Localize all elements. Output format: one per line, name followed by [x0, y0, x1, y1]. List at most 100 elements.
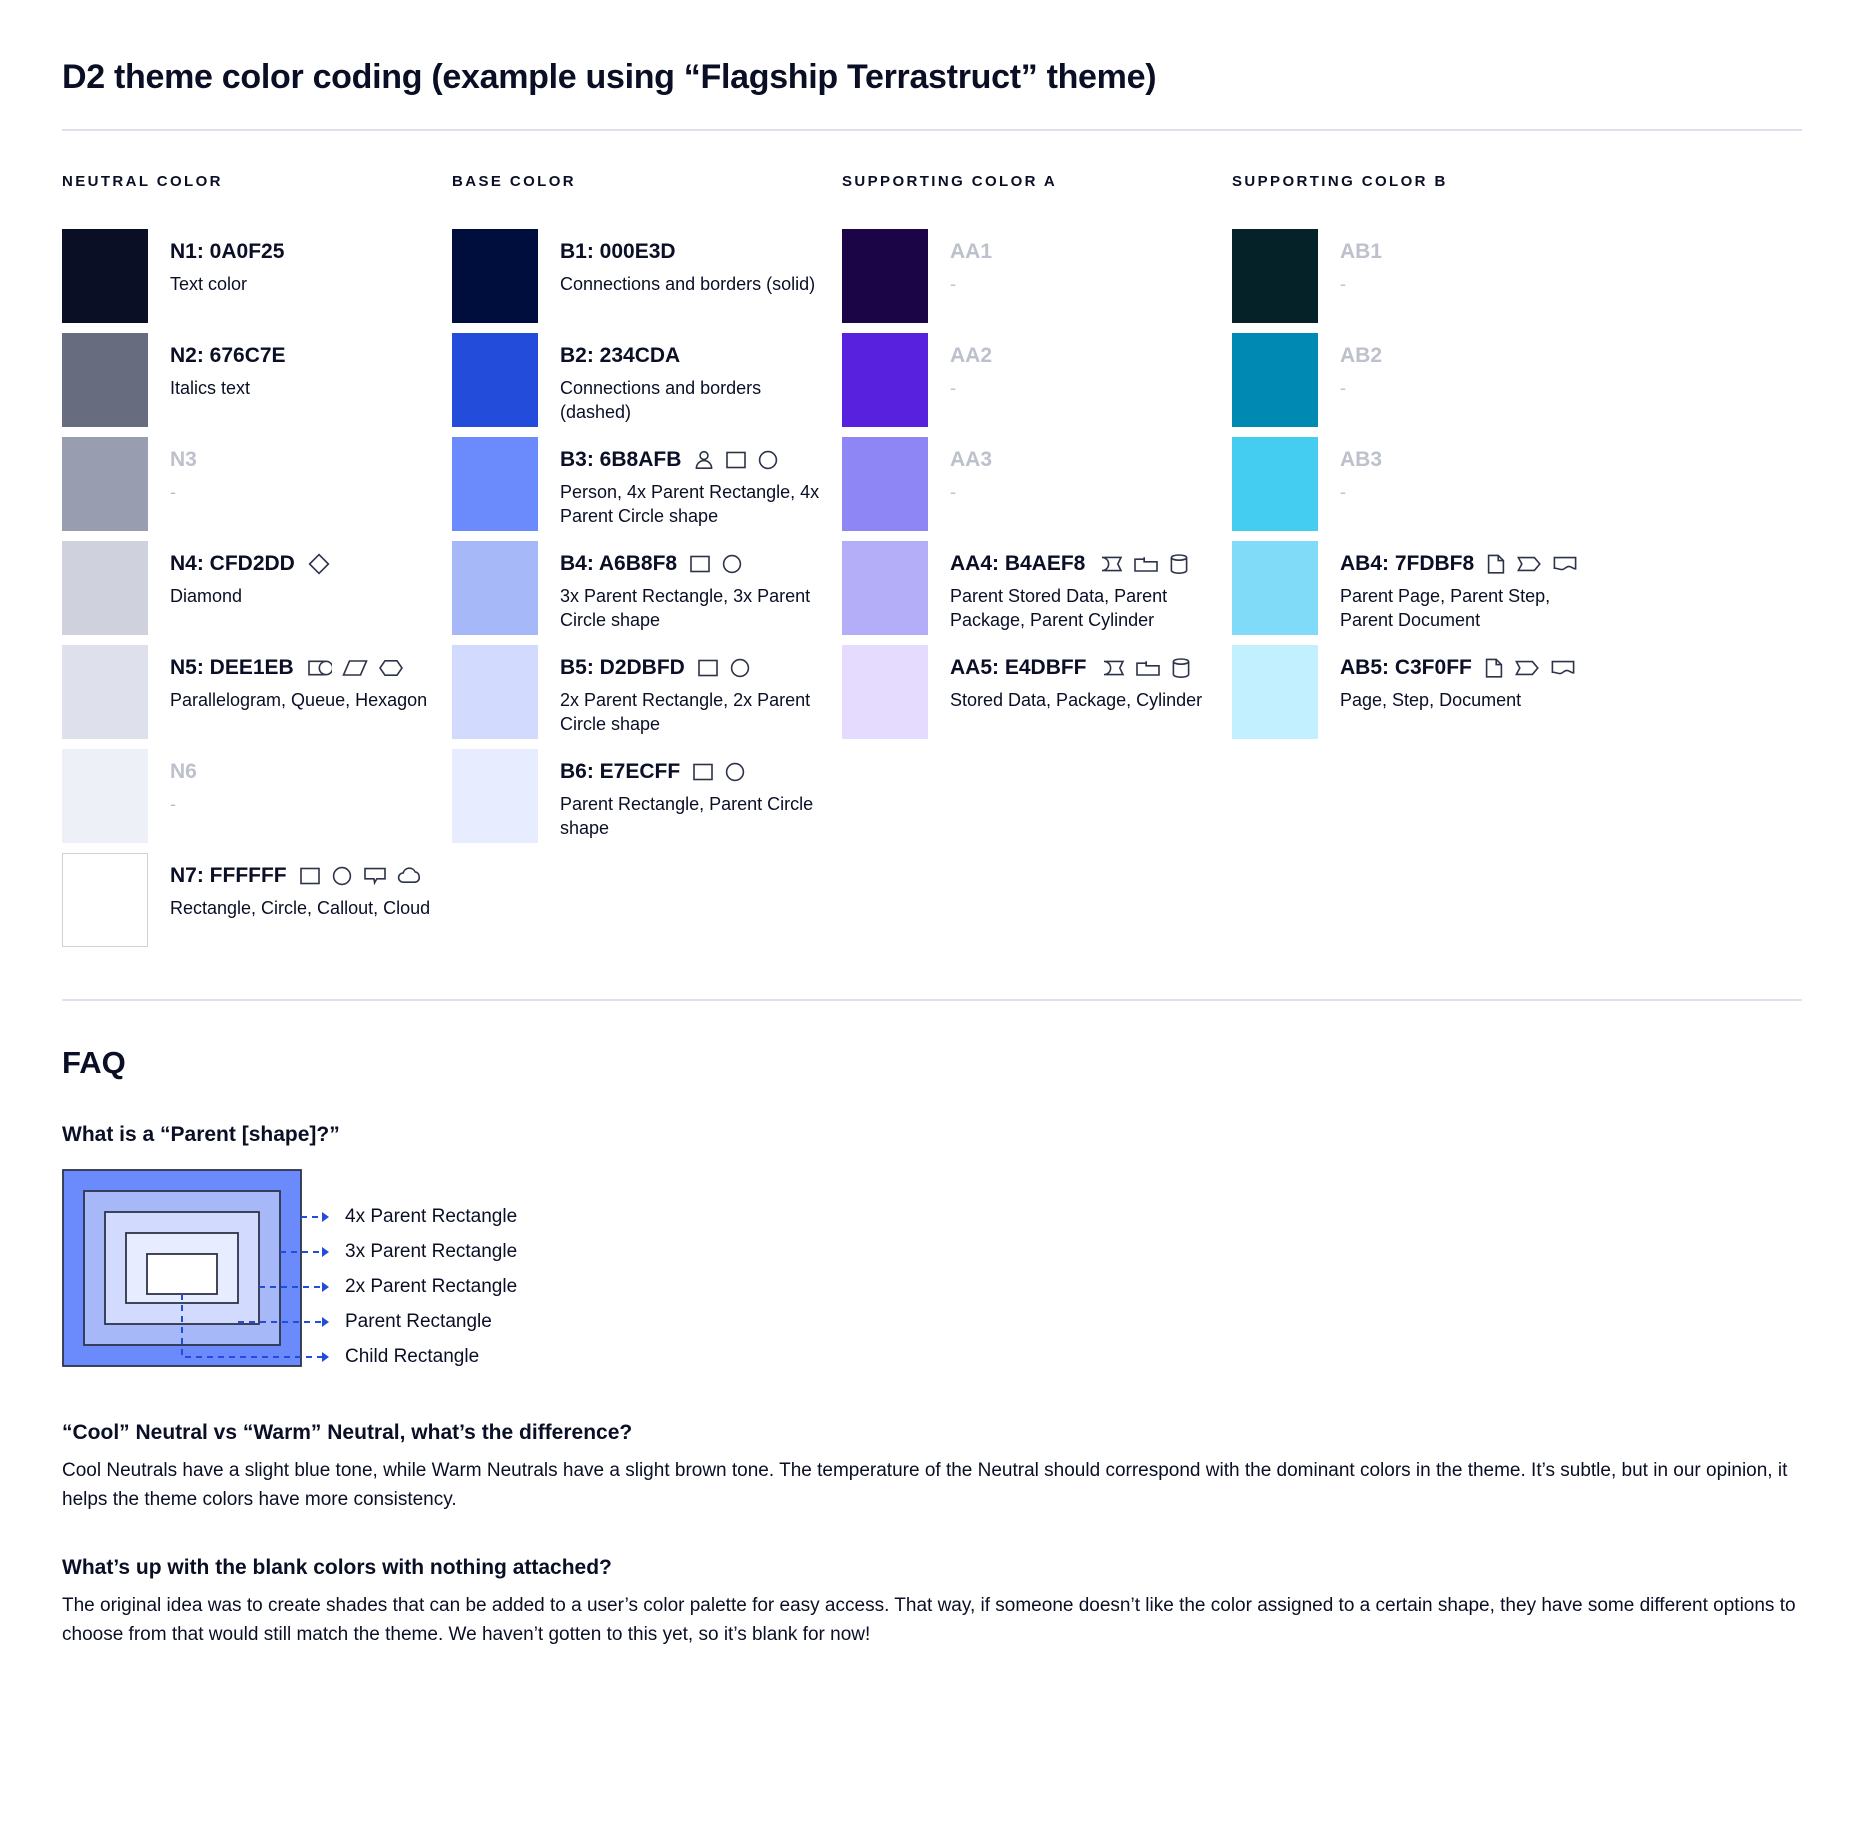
color-swatch[interactable]: [452, 333, 538, 427]
swatch-row[interactable]: N1: 0A0F25 Text color: [62, 229, 432, 333]
swatch-description: Italics text: [170, 378, 251, 398]
column-heading: SUPPORTING COLOR B: [1232, 173, 1448, 190]
swatch-row[interactable]: B6: E7ECFF Parent Rectangle, Parent Circl…: [452, 749, 822, 853]
swatch-row[interactable]: N3 -: [62, 437, 432, 541]
color-swatch[interactable]: [1232, 333, 1318, 427]
cylinder-icon: [1171, 657, 1191, 679]
swatch-description: Diamond: [170, 586, 243, 606]
color-swatch[interactable]: [452, 437, 538, 531]
swatch-code-line: N4: CFD2DD: [170, 551, 432, 577]
swatch-row[interactable]: AB2 -: [1232, 333, 1604, 437]
rectangle-icon: [299, 865, 321, 887]
swatch-code: N2: 676C7E: [170, 344, 286, 367]
swatch-code-line: AA1: [950, 239, 1212, 265]
color-swatch[interactable]: [842, 437, 928, 531]
color-swatch[interactable]: [842, 645, 928, 739]
color-swatch[interactable]: [62, 333, 148, 427]
swatch-code: AB3: [1340, 448, 1383, 471]
swatch-meta: AA2 -: [928, 333, 1212, 400]
color-swatch[interactable]: [1232, 645, 1318, 739]
shape-icon-group: [692, 761, 746, 783]
swatch-code: AA2: [950, 344, 993, 367]
parent-shape-diagram: 4x Parent Rectangle 3x Parent Rectangle 2x…: [62, 1169, 1802, 1379]
swatch-description: 2x Parent Rectangle, 2x Parent Circle sh…: [560, 690, 811, 735]
swatch-description: -: [170, 482, 176, 502]
swatch-description: -: [950, 274, 956, 294]
color-swatch[interactable]: [452, 645, 538, 739]
swatch-code: N6: [170, 760, 197, 783]
diagram-legend-label: 3x Parent Rectangle: [345, 1241, 518, 1262]
color-swatch[interactable]: [452, 749, 538, 843]
swatch-row[interactable]: N5: DEE1EB Parallelogram, Queue, Hexagon: [62, 645, 432, 749]
swatch-code-line: AB1: [1340, 239, 1604, 265]
color-swatch[interactable]: [62, 749, 148, 843]
swatch-code: AB4: 7FDBF8: [1340, 552, 1475, 575]
palette-column: NEUTRAL COLOR N1: 0A0F25 Text color N2: 676…: [62, 173, 432, 957]
swatch-row[interactable]: AA3 -: [842, 437, 1212, 541]
swatch-code: N1: 0A0F25: [170, 240, 285, 263]
step-icon: [1514, 658, 1540, 678]
page-icon: [1484, 657, 1504, 679]
swatch-code-line: AA2: [950, 343, 1212, 369]
color-swatch[interactable]: [62, 541, 148, 635]
color-swatch[interactable]: [452, 229, 538, 323]
column-heading: SUPPORTING COLOR A: [842, 173, 1058, 190]
swatch-meta: B4: A6B8F8 3x Parent Rectangle, 3x Parent…: [538, 541, 822, 632]
palette-column: SUPPORTING COLOR A AA1 - AA2 - AA3 - AA4: B4AEF…: [842, 173, 1212, 957]
color-swatch[interactable]: [452, 541, 538, 635]
swatch-description: Page, Step, Document: [1340, 690, 1522, 710]
swatch-row[interactable]: AB4: 7FDBF8 Parent Page, Parent Step, Par…: [1232, 541, 1604, 645]
swatch-row[interactable]: B2: 234CDA Connections and borders (dashe…: [452, 333, 822, 437]
stored-data-icon: [1099, 658, 1125, 678]
cloud-icon: [397, 866, 425, 886]
swatch-row[interactable]: N4: CFD2DD Diamond: [62, 541, 432, 645]
palette-column: BASE COLOR B1: 000E3D Connections and bord…: [452, 173, 822, 957]
color-swatch[interactable]: [1232, 229, 1318, 323]
swatch-code: AB5: C3F0FF: [1340, 656, 1472, 679]
queue-icon: [306, 657, 332, 679]
swatch-row[interactable]: B4: A6B8F8 3x Parent Rectangle, 3x Parent…: [452, 541, 822, 645]
color-swatch[interactable]: [62, 437, 148, 531]
swatch-code-line: N5: DEE1EB: [170, 655, 432, 681]
swatch-code: AB2: [1340, 344, 1383, 367]
hexagon-icon: [378, 657, 404, 679]
swatch-row[interactable]: AA4: B4AEF8 Parent Stored Data, Parent Pa…: [842, 541, 1212, 645]
swatch-meta: AB4: 7FDBF8 Parent Page, Parent Step, Par…: [1318, 541, 1604, 632]
swatch-description: Rectangle, Circle, Callout, Cloud: [170, 898, 431, 918]
swatch-row[interactable]: N7: FFFFFF Rectangle, Circle, Callout, Cl…: [62, 853, 432, 957]
swatch-row[interactable]: AB3 -: [1232, 437, 1604, 541]
swatch-row[interactable]: AA2 -: [842, 333, 1212, 437]
color-swatch[interactable]: [62, 645, 148, 739]
swatch-code-line: N6: [170, 759, 432, 785]
color-swatch[interactable]: [842, 229, 928, 323]
swatch-row[interactable]: AA5: E4DBFF Stored Data, Package, Cylinde…: [842, 645, 1212, 749]
color-swatch[interactable]: [842, 541, 928, 635]
swatch-description: Parent Stored Data, Parent Package, Pare…: [950, 586, 1168, 631]
swatch-row[interactable]: B5: D2DBFD 2x Parent Rectangle, 2x Parent…: [452, 645, 822, 749]
swatch-row[interactable]: AA1 -: [842, 229, 1212, 333]
color-swatch[interactable]: [1232, 541, 1318, 635]
swatch-meta: N3 -: [148, 437, 432, 504]
swatch-code-line: AB3: [1340, 447, 1604, 473]
swatch-code-line: B1: 000E3D: [560, 239, 822, 265]
swatch-row[interactable]: AB1 -: [1232, 229, 1604, 333]
color-swatch[interactable]: [1232, 437, 1318, 531]
swatch-description: -: [1340, 482, 1346, 502]
swatch-row[interactable]: N2: 676C7E Italics text: [62, 333, 432, 437]
swatch-row[interactable]: AB5: C3F0FF Page, Step, Document: [1232, 645, 1604, 749]
swatch-code-line: B4: A6B8F8: [560, 551, 822, 577]
shape-icon-group: [689, 553, 743, 575]
swatch-description: Parent Rectangle, Parent Circle shape: [560, 794, 814, 839]
swatch-code: N7: FFFFFF: [170, 864, 287, 887]
color-swatch[interactable]: [62, 853, 148, 947]
swatch-row[interactable]: N6 -: [62, 749, 432, 853]
shape-icon-group: [299, 865, 425, 887]
swatch-row[interactable]: B1: 000E3D Connections and borders (solid…: [452, 229, 822, 333]
color-swatch[interactable]: [842, 333, 928, 427]
swatch-row[interactable]: B3: 6B8AFB Person, 4x Parent Rectangle, 4…: [452, 437, 822, 541]
shape-icon-group: [693, 449, 779, 471]
color-swatch[interactable]: [62, 229, 148, 323]
circle-icon: [729, 657, 751, 679]
person-icon: [693, 449, 715, 471]
swatch-code-line: N2: 676C7E: [170, 343, 432, 369]
